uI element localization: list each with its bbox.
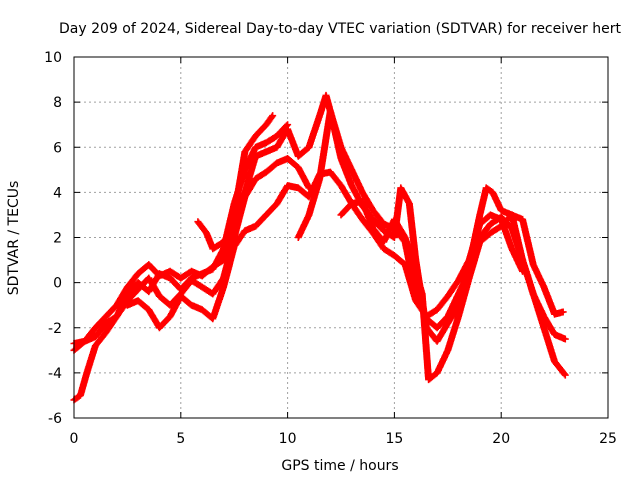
series-marks (70, 155, 313, 404)
chart-title: Day 209 of 2024, Sidereal Day-to-day VTE… (59, 21, 621, 37)
x-tick-label: 15 (385, 431, 403, 447)
y-tick-label: -6 (48, 411, 62, 427)
series-track-6 (294, 107, 567, 345)
x-axis-title: GPS time / hours (281, 458, 398, 474)
y-tick-label: 10 (44, 50, 62, 66)
x-tick-label: 5 (176, 431, 185, 447)
series-track-3 (70, 155, 313, 404)
axis-ticks: 0 5 10 15 20 25 -6 -4 -2 0 2 4 6 8 10 (44, 50, 617, 447)
series-marks (123, 168, 527, 332)
y-tick-label: 8 (53, 95, 62, 111)
series-track-4 (123, 168, 527, 332)
series-marks (337, 197, 569, 384)
data-points (70, 91, 569, 404)
y-tick-label: 2 (53, 231, 62, 247)
y-tick-label: 0 (53, 276, 62, 292)
x-tick-label: 20 (492, 431, 510, 447)
y-axis-title: SDTVAR / TECUs (6, 181, 22, 296)
y-tick-label: -2 (48, 321, 62, 337)
x-tick-label: 25 (599, 431, 617, 447)
y-tick-label: 6 (53, 140, 62, 156)
series-marks (294, 107, 567, 345)
y-tick-label: -4 (48, 366, 62, 382)
y-tick-label: 4 (53, 185, 62, 201)
series-track-7 (337, 197, 569, 384)
x-tick-label: 0 (70, 431, 79, 447)
x-tick-label: 10 (279, 431, 297, 447)
